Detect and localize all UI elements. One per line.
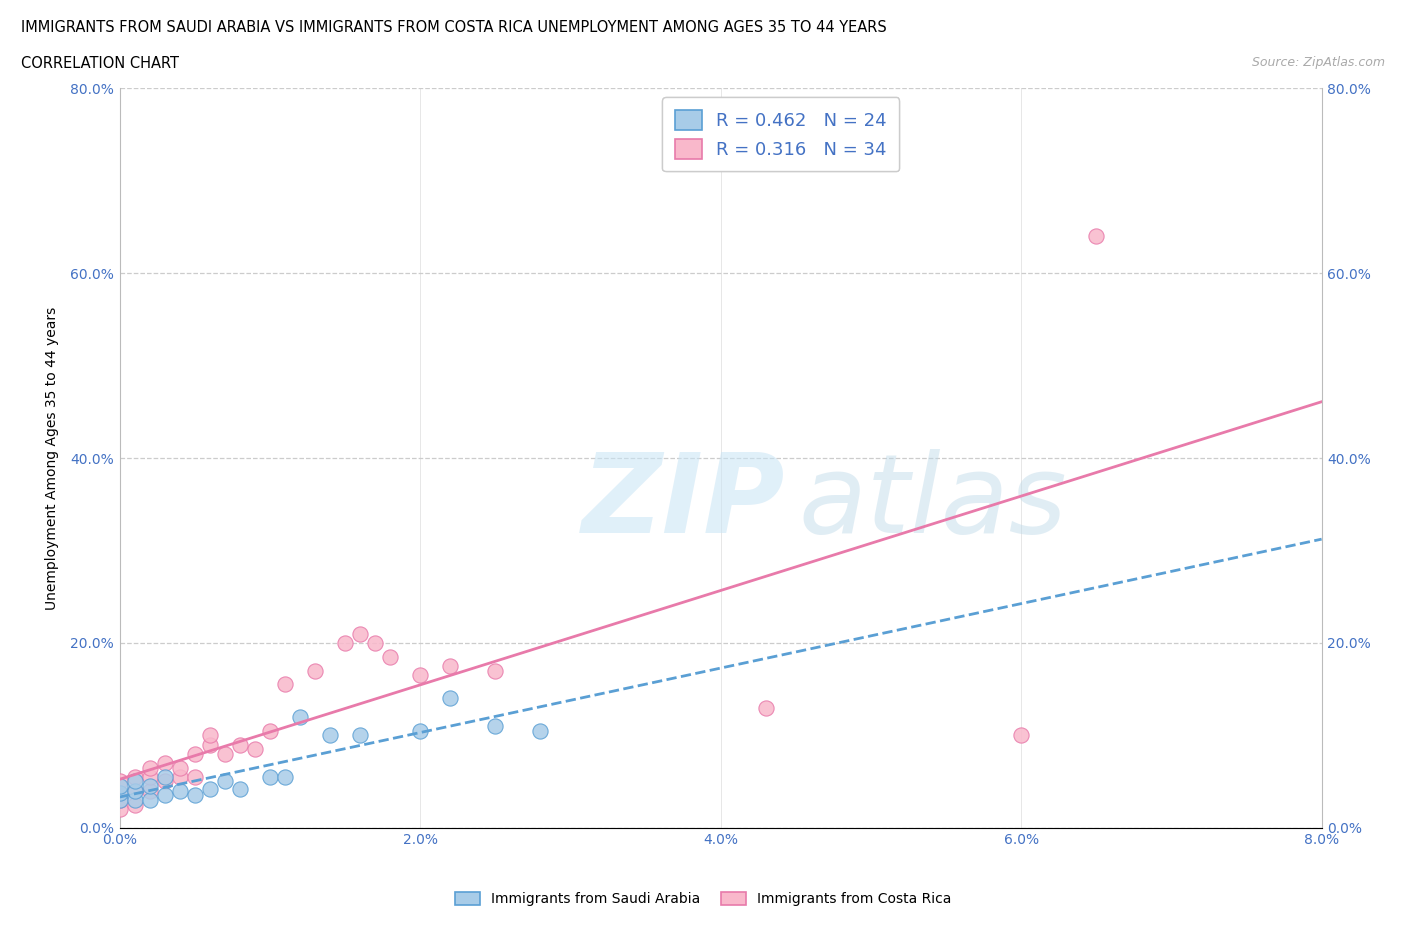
Point — [259, 724, 281, 738]
Point — [484, 663, 506, 678]
Point — [108, 802, 131, 817]
Point — [108, 792, 131, 807]
Point — [319, 728, 342, 743]
Point — [124, 797, 146, 812]
Point — [378, 649, 401, 664]
Point — [198, 728, 221, 743]
Point — [198, 781, 221, 796]
Point — [169, 769, 191, 784]
Point — [409, 668, 432, 683]
Point — [108, 785, 131, 800]
Point — [214, 774, 236, 789]
Point — [333, 635, 356, 650]
Point — [439, 691, 461, 706]
Point — [108, 774, 131, 789]
Point — [108, 792, 131, 807]
Point — [169, 783, 191, 798]
Point — [1010, 728, 1032, 743]
Point — [755, 700, 778, 715]
Point — [214, 746, 236, 761]
Point — [138, 760, 160, 775]
Point — [183, 746, 205, 761]
Point — [138, 792, 160, 807]
Point — [349, 626, 371, 641]
Point — [153, 774, 176, 789]
Point — [274, 677, 297, 692]
Point — [243, 742, 266, 757]
Point — [124, 783, 146, 798]
Point — [484, 719, 506, 734]
Point — [108, 778, 131, 793]
Point — [183, 788, 205, 803]
Y-axis label: Unemployment Among Ages 35 to 44 years: Unemployment Among Ages 35 to 44 years — [45, 306, 59, 610]
Point — [228, 737, 252, 752]
Legend: R = 0.462   N = 24, R = 0.316   N = 34: R = 0.462 N = 24, R = 0.316 N = 34 — [662, 98, 900, 171]
Point — [153, 788, 176, 803]
Text: Source: ZipAtlas.com: Source: ZipAtlas.com — [1251, 56, 1385, 69]
Point — [153, 755, 176, 770]
Point — [259, 769, 281, 784]
Point — [288, 710, 311, 724]
Text: CORRELATION CHART: CORRELATION CHART — [21, 56, 179, 71]
Point — [138, 778, 160, 793]
Point — [349, 728, 371, 743]
Point — [439, 658, 461, 673]
Text: IMMIGRANTS FROM SAUDI ARABIA VS IMMIGRANTS FROM COSTA RICA UNEMPLOYMENT AMONG AG: IMMIGRANTS FROM SAUDI ARABIA VS IMMIGRAN… — [21, 20, 887, 35]
Point — [138, 783, 160, 798]
Point — [183, 769, 205, 784]
Point — [274, 769, 297, 784]
Point — [108, 785, 131, 800]
Point — [153, 769, 176, 784]
Point — [124, 769, 146, 784]
Point — [228, 781, 252, 796]
Point — [169, 760, 191, 775]
Point — [138, 769, 160, 784]
Point — [529, 724, 551, 738]
Point — [124, 783, 146, 798]
Point — [124, 774, 146, 789]
Text: atlas: atlas — [799, 449, 1067, 556]
Point — [409, 724, 432, 738]
Point — [124, 792, 146, 807]
Point — [198, 737, 221, 752]
Legend: Immigrants from Saudi Arabia, Immigrants from Costa Rica: Immigrants from Saudi Arabia, Immigrants… — [449, 887, 957, 912]
Point — [1085, 229, 1108, 244]
Point — [304, 663, 326, 678]
Point — [364, 635, 387, 650]
Text: ZIP: ZIP — [582, 449, 786, 556]
